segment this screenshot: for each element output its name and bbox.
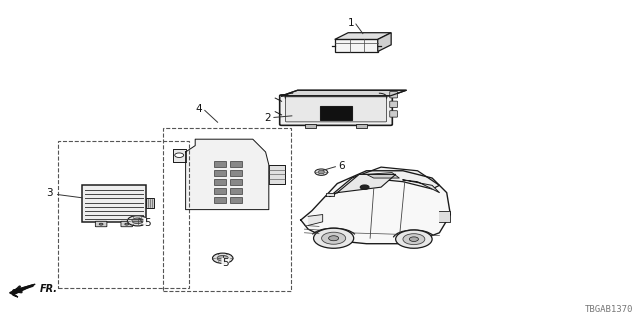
Text: FR.: FR. [40,284,58,294]
Polygon shape [308,214,323,226]
Polygon shape [367,172,399,178]
Bar [163,128,291,291]
Bar [214,197,226,203]
Circle shape [403,234,425,244]
Text: 4: 4 [195,104,202,114]
Circle shape [217,255,228,261]
Polygon shape [301,171,451,244]
Bar [356,124,367,128]
Bar [320,106,352,120]
Circle shape [321,232,346,244]
Text: 5: 5 [222,258,228,268]
Circle shape [132,218,143,224]
FancyBboxPatch shape [390,92,397,98]
Bar [230,161,242,167]
Circle shape [212,253,233,263]
Polygon shape [330,167,440,196]
Bar [230,197,242,203]
Circle shape [328,236,339,241]
Circle shape [410,237,419,241]
Circle shape [314,228,354,248]
Polygon shape [269,165,285,184]
Circle shape [127,216,148,226]
Bar [82,185,146,221]
Circle shape [175,153,184,157]
Polygon shape [403,180,440,193]
FancyBboxPatch shape [280,95,392,125]
Circle shape [360,185,369,189]
Circle shape [318,171,324,174]
Text: 6: 6 [339,161,345,171]
Circle shape [125,223,129,225]
Text: 3: 3 [47,188,53,198]
FancyBboxPatch shape [390,111,397,117]
Bar [214,170,226,176]
FancyBboxPatch shape [121,221,132,227]
Bar [230,179,242,185]
Circle shape [396,230,432,248]
Polygon shape [335,33,391,39]
Bar [214,161,226,167]
Polygon shape [173,149,186,162]
Bar [230,170,242,176]
Polygon shape [10,284,35,297]
Polygon shape [440,211,451,222]
Polygon shape [337,174,396,193]
Text: 2: 2 [264,113,271,124]
Bar [214,179,226,185]
Bar [335,39,378,52]
Text: TBGAB1370: TBGAB1370 [585,305,634,314]
Bar [214,188,226,194]
Polygon shape [378,33,391,52]
Text: 1: 1 [348,18,355,28]
Circle shape [315,169,328,175]
FancyBboxPatch shape [390,101,397,108]
Polygon shape [282,90,406,96]
Bar [58,141,189,288]
Polygon shape [186,139,269,210]
FancyBboxPatch shape [285,97,387,122]
Polygon shape [326,193,333,196]
Circle shape [99,223,103,225]
Bar [230,188,242,194]
Bar [146,198,154,208]
FancyBboxPatch shape [95,221,107,227]
Bar [305,124,316,128]
Text: 5: 5 [144,218,150,228]
